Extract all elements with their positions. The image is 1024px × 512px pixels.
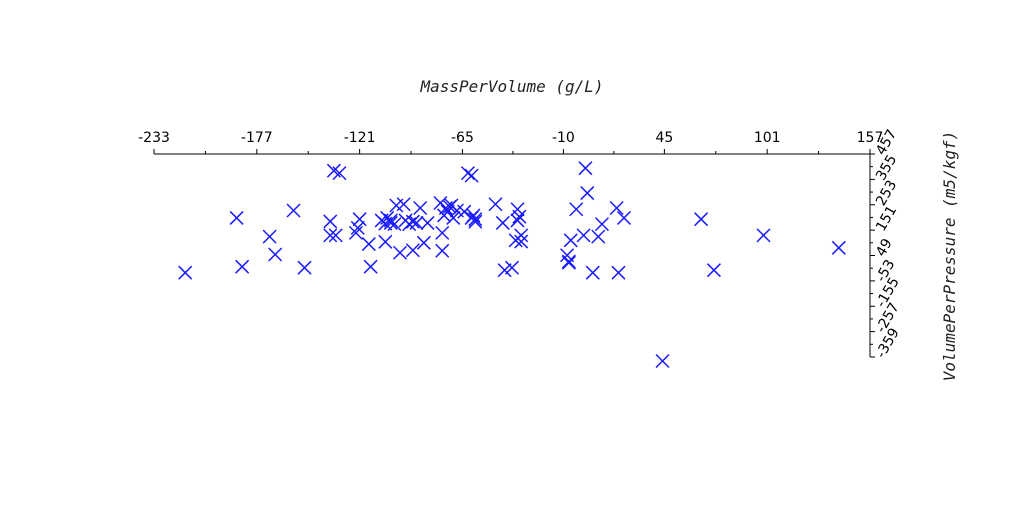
data-point — [707, 264, 720, 277]
data-point — [564, 234, 577, 247]
data-point — [656, 354, 669, 367]
data-point — [581, 187, 594, 200]
data-point — [417, 236, 430, 249]
data-point — [832, 241, 845, 254]
data-point — [263, 230, 276, 243]
data-points — [179, 162, 846, 368]
data-point — [236, 260, 249, 273]
data-point — [612, 266, 625, 279]
x-tick-label: 45 — [655, 130, 673, 146]
data-point — [489, 198, 502, 211]
data-point — [324, 215, 337, 228]
data-point — [179, 266, 192, 279]
data-point — [465, 169, 478, 182]
x-tick-label: 101 — [754, 130, 781, 146]
data-point — [349, 226, 362, 239]
data-point — [353, 213, 366, 226]
data-point — [579, 162, 592, 175]
x-tick-label: -65 — [451, 130, 474, 146]
data-point — [562, 256, 575, 269]
data-point — [394, 246, 407, 259]
x-axis-title: MassPerVolume (g/L) — [419, 77, 603, 96]
data-point — [592, 230, 605, 243]
data-point — [570, 203, 583, 216]
data-point — [695, 213, 708, 226]
data-point — [436, 226, 449, 239]
data-point — [269, 248, 282, 261]
data-point — [496, 216, 509, 229]
data-point — [364, 260, 377, 273]
x-ticks: -233 -177 -121 -65 -10 45 101 157 — [138, 130, 883, 154]
data-point — [327, 164, 340, 177]
data-point — [577, 229, 590, 242]
data-point — [414, 201, 427, 214]
x-tick-label: -121 — [344, 130, 376, 146]
data-point — [230, 211, 243, 224]
data-point — [515, 229, 528, 242]
data-point — [406, 244, 419, 257]
data-point — [610, 201, 623, 214]
data-point — [757, 229, 770, 242]
y-axis-title: VolumePerPressure (m5/kgf) — [940, 131, 959, 381]
data-point — [333, 167, 346, 180]
data-point — [461, 167, 474, 180]
data-point — [379, 235, 392, 248]
x-axis: -233 -177 -121 -65 -10 45 101 157 — [138, 130, 883, 154]
x-tick-label: -10 — [552, 130, 575, 146]
data-point — [436, 244, 449, 257]
data-point — [586, 266, 599, 279]
data-point — [595, 218, 608, 231]
data-point — [287, 204, 300, 217]
x-tick-label: -177 — [241, 130, 273, 146]
data-point — [298, 261, 311, 274]
data-point — [617, 211, 630, 224]
data-point — [362, 238, 375, 251]
x-tick-label: -233 — [138, 130, 170, 146]
data-point — [397, 198, 410, 211]
data-point — [421, 216, 434, 229]
y-tick-label: 49 — [873, 236, 896, 259]
data-point — [351, 221, 364, 234]
